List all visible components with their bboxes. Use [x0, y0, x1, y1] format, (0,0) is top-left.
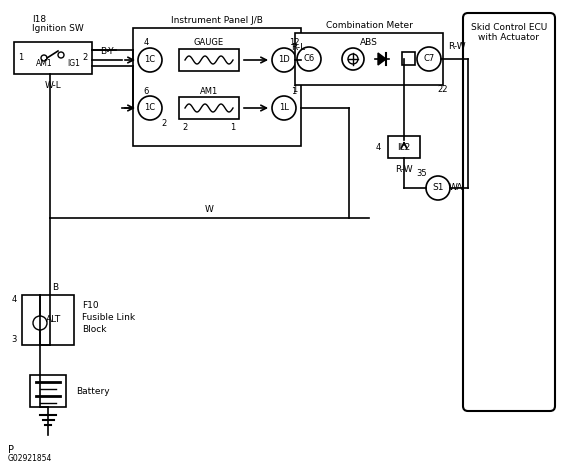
Text: 2: 2: [182, 122, 188, 132]
Bar: [30, 375, 66, 407]
Circle shape: [342, 48, 364, 70]
Bar: [22, 295, 74, 345]
Bar: [179, 49, 239, 71]
Text: W: W: [205, 206, 214, 214]
Text: 4: 4: [11, 295, 16, 305]
FancyBboxPatch shape: [463, 13, 555, 411]
Text: 1: 1: [230, 122, 236, 132]
Text: IL2: IL2: [398, 142, 411, 152]
Text: I18: I18: [32, 15, 46, 25]
Text: P: P: [8, 445, 14, 455]
Text: 2: 2: [83, 53, 88, 62]
Bar: [402, 53, 415, 66]
Text: 1L: 1L: [279, 104, 289, 113]
Text: 1C: 1C: [144, 104, 156, 113]
Text: C6: C6: [303, 54, 315, 64]
Text: GAUGE: GAUGE: [194, 39, 224, 47]
Text: Battery: Battery: [76, 386, 109, 396]
Circle shape: [272, 96, 296, 120]
Text: 1C: 1C: [144, 55, 156, 65]
Text: IG1: IG1: [68, 60, 81, 68]
Text: R-W: R-W: [395, 166, 413, 174]
Text: 3: 3: [11, 336, 17, 345]
Circle shape: [297, 47, 321, 71]
Text: B: B: [52, 283, 58, 292]
Bar: [388, 136, 420, 158]
Text: ABS: ABS: [360, 39, 378, 47]
Text: S1: S1: [432, 184, 444, 193]
Text: Combination Meter: Combination Meter: [325, 21, 412, 31]
Text: W-L: W-L: [45, 81, 61, 91]
Text: 1D: 1D: [278, 55, 290, 65]
Text: 4: 4: [143, 39, 149, 47]
Text: Fusible Link: Fusible Link: [82, 312, 135, 321]
Text: AM1: AM1: [36, 60, 52, 68]
Text: 22: 22: [438, 86, 448, 94]
Text: F10: F10: [82, 300, 99, 310]
Circle shape: [348, 54, 358, 64]
Bar: [14, 42, 92, 74]
Polygon shape: [378, 53, 386, 65]
Text: with Actuator: with Actuator: [478, 33, 540, 42]
Text: 1: 1: [292, 86, 297, 95]
Bar: [133, 28, 301, 146]
Text: Block: Block: [82, 325, 107, 333]
Bar: [179, 97, 239, 119]
Text: B-Y: B-Y: [100, 47, 114, 57]
Circle shape: [138, 48, 162, 72]
Circle shape: [138, 96, 162, 120]
Bar: [295, 33, 443, 85]
Circle shape: [426, 176, 450, 200]
Text: R-L: R-L: [291, 44, 305, 53]
Text: 2: 2: [161, 119, 166, 127]
Text: 35: 35: [417, 168, 428, 178]
Text: 12: 12: [289, 39, 299, 47]
Text: 1: 1: [292, 86, 298, 94]
Text: G02921854: G02921854: [8, 453, 52, 463]
Text: 4: 4: [376, 142, 381, 152]
Text: C7: C7: [424, 54, 435, 64]
Text: AM1: AM1: [200, 86, 218, 95]
Circle shape: [41, 55, 47, 61]
Text: Instrument Panel J/B: Instrument Panel J/B: [171, 16, 263, 26]
Circle shape: [272, 48, 296, 72]
Circle shape: [58, 52, 64, 58]
Text: Skid Control ECU: Skid Control ECU: [471, 24, 547, 33]
Text: R-W: R-W: [448, 42, 466, 52]
Text: ALT: ALT: [46, 315, 61, 325]
Circle shape: [33, 316, 47, 330]
Text: 6: 6: [143, 86, 149, 95]
Text: WA: WA: [449, 184, 463, 193]
Text: Ignition SW: Ignition SW: [32, 25, 83, 33]
Circle shape: [417, 47, 441, 71]
Text: 1: 1: [18, 53, 23, 62]
